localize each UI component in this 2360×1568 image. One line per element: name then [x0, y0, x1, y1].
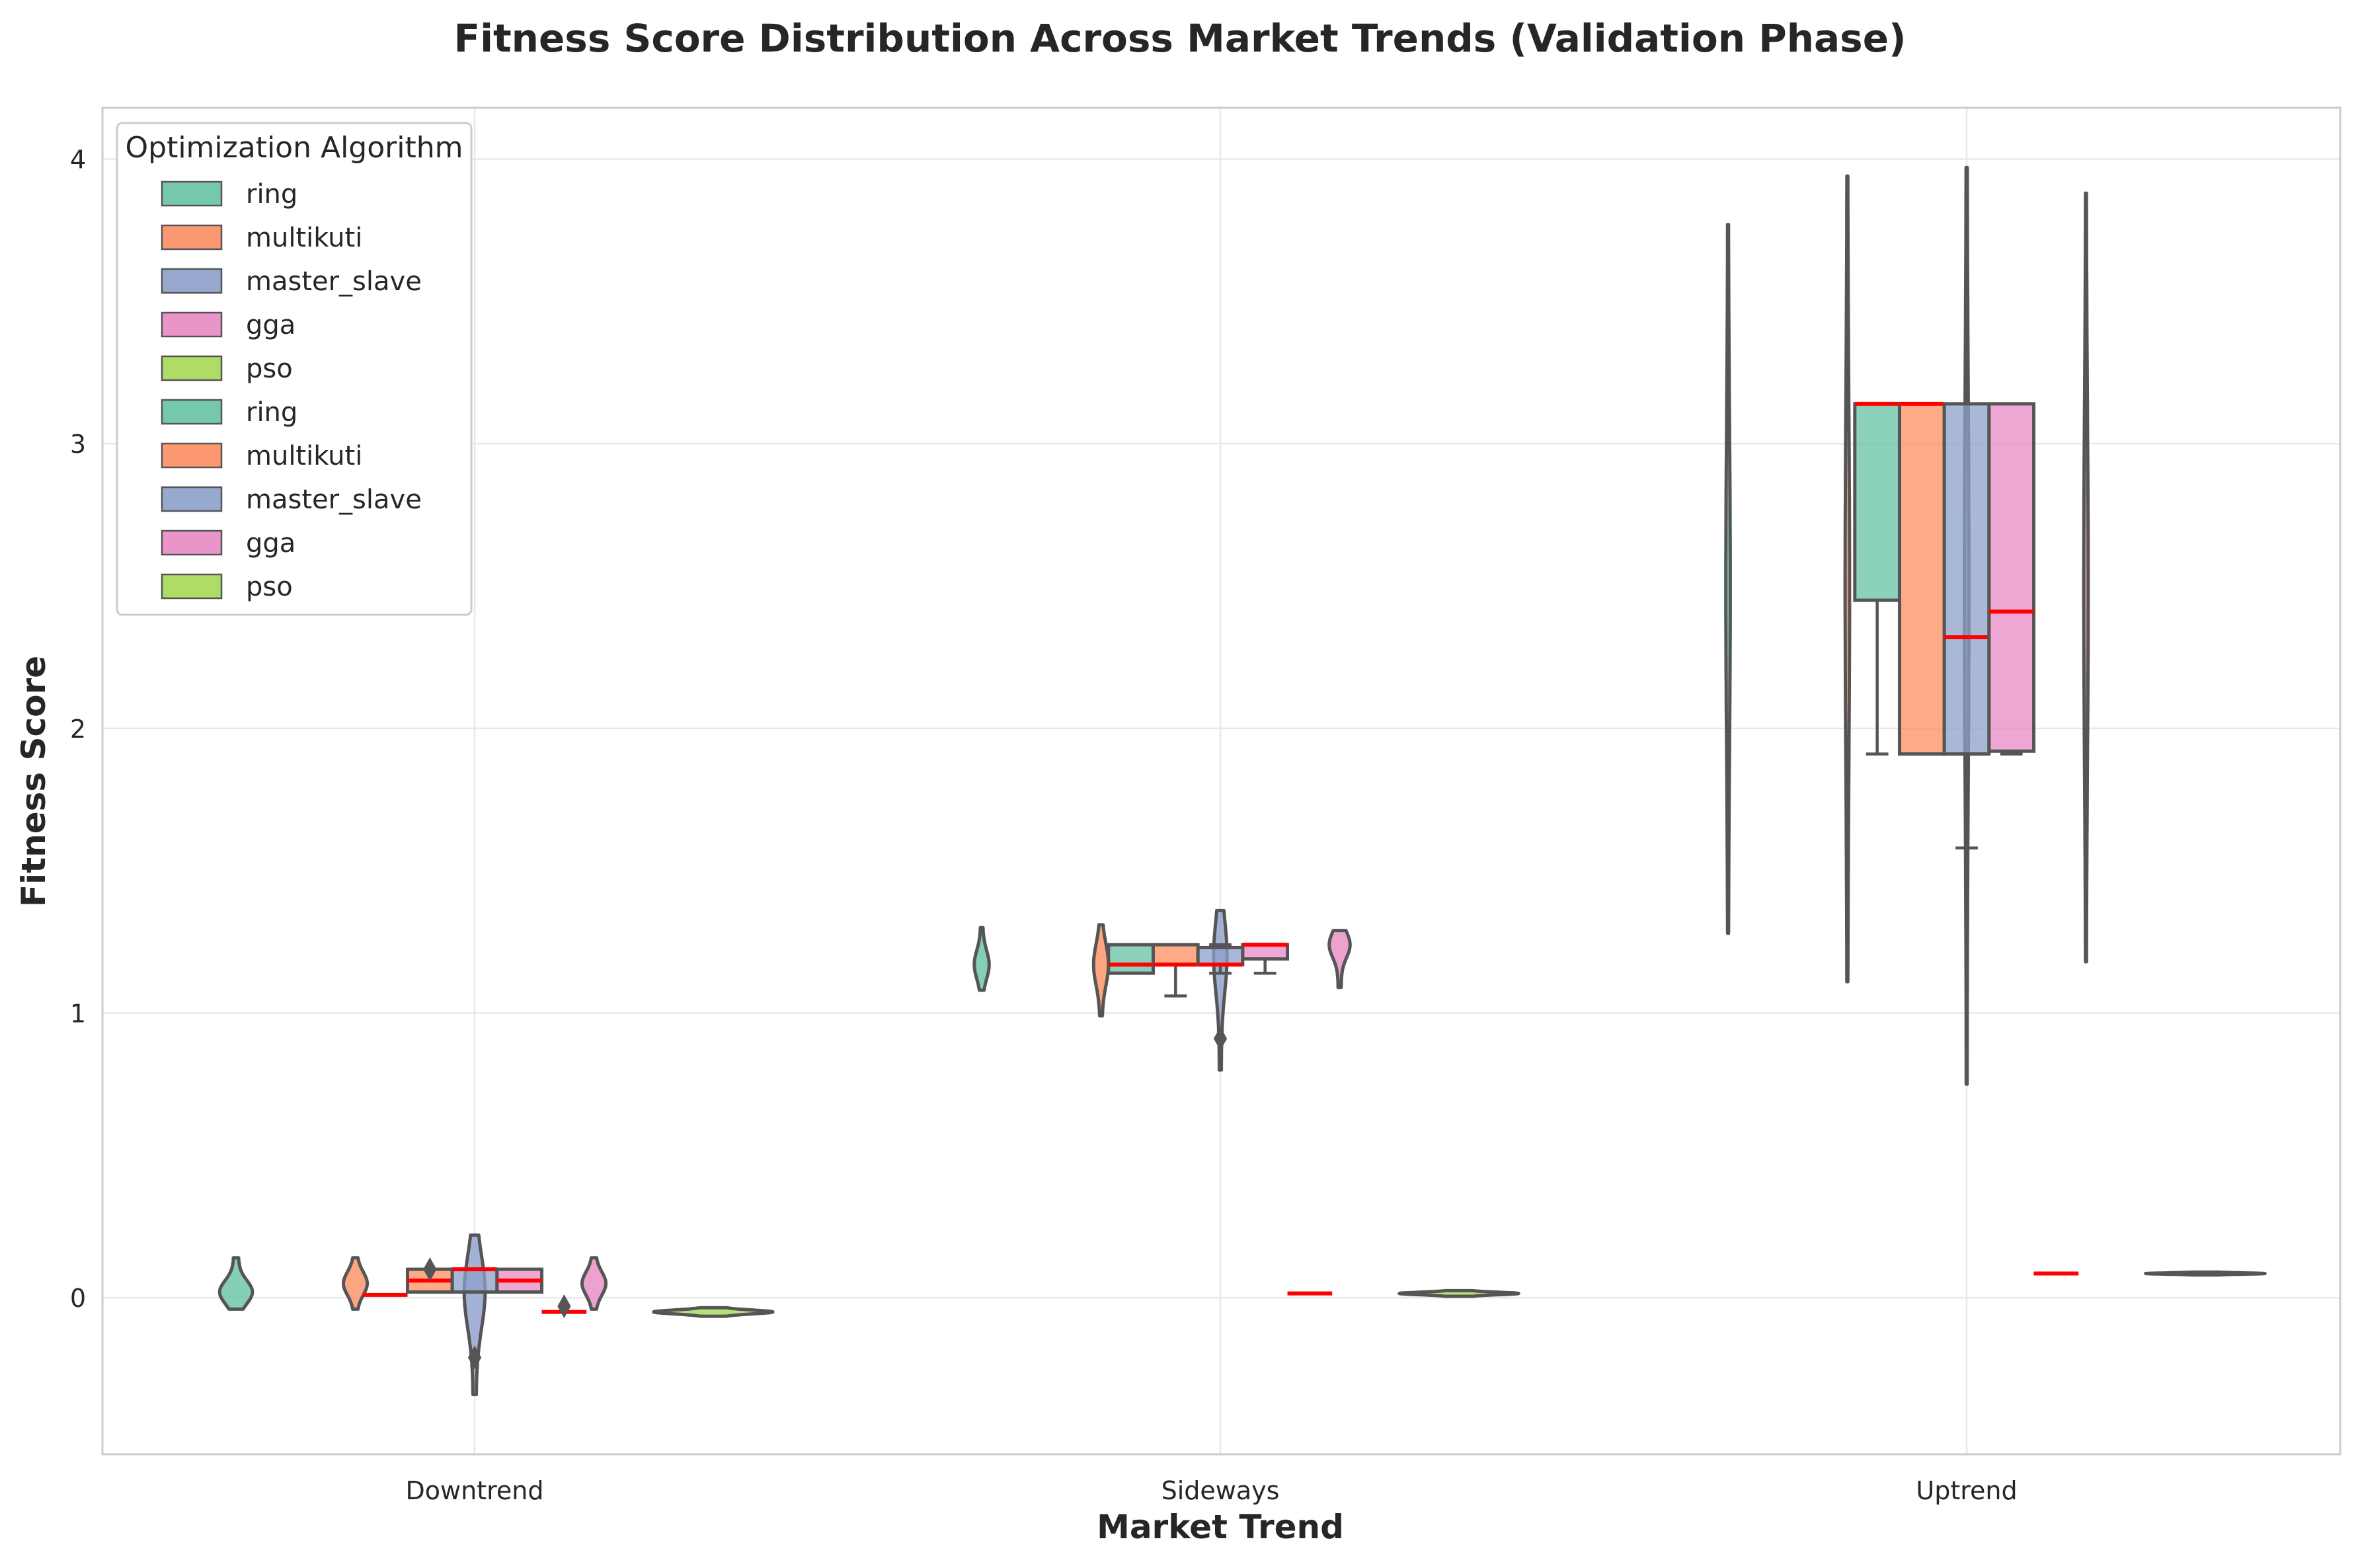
plot-frame	[101, 106, 2341, 1456]
y-tick-label: 2	[70, 715, 86, 744]
legend-entry-label: gga	[246, 528, 295, 559]
box-master_slave	[1196, 945, 1245, 966]
legend-swatch-ring	[161, 399, 223, 425]
y-axis-label: Fitness Score	[15, 656, 53, 907]
legend-entry-label: multikuti	[246, 441, 362, 471]
outlier-point-pso	[557, 1294, 571, 1319]
box-master_slave	[450, 1267, 499, 1294]
outlier-point-master_slave	[1213, 1027, 1228, 1051]
legend-entry-label: master_slave	[246, 266, 422, 297]
outlier-point-multikuti	[423, 1257, 437, 1282]
legend-swatch-pso	[161, 573, 223, 600]
violin-pso	[652, 1306, 775, 1318]
y-tick-label: 3	[70, 430, 86, 459]
box-ring	[1853, 402, 1901, 602]
violin-ring	[972, 925, 991, 992]
legend-swatch-gga	[161, 311, 223, 338]
legend-entry-label: multikuti	[246, 223, 362, 253]
box-gga	[1987, 402, 2036, 753]
chart-title: Fitness Score Distribution Across Market…	[453, 16, 1906, 61]
violin-multikuti	[1843, 174, 1852, 984]
violin-multikuti	[342, 1256, 370, 1311]
legend-entry-label: master_slave	[246, 485, 422, 515]
y-tick-label: 4	[70, 145, 86, 175]
x-tick-label: Uptrend	[1916, 1476, 2017, 1505]
x-tick-label: Sideways	[1161, 1476, 1280, 1505]
violin-ring	[1724, 223, 1732, 935]
legend-entry-label: ring	[246, 179, 297, 210]
box-master_slave	[1942, 402, 1991, 756]
legend-swatch-ring	[161, 180, 223, 207]
violin-pso	[2144, 1270, 2267, 1277]
box-ring	[1107, 943, 1155, 975]
legend-swatch-master_slave	[161, 486, 223, 512]
violin-gga	[2082, 191, 2090, 964]
legend-entry-label: pso	[246, 572, 293, 602]
legend-swatch-master_slave	[161, 268, 223, 294]
violin-multikuti	[1091, 923, 1111, 1018]
legend-swatch-multikuti	[161, 224, 223, 251]
legend-entry-label: gga	[246, 310, 295, 340]
y-tick-label: 0	[70, 1284, 86, 1313]
legend-swatch-pso	[161, 355, 223, 381]
violin-gga	[1327, 929, 1352, 990]
violin-pso	[1397, 1288, 1520, 1298]
legend-title: Optimization Algorithm	[126, 131, 463, 165]
box-gga	[1241, 943, 1290, 961]
box-multikuti	[1151, 943, 1200, 966]
y-tick-label: 1	[70, 999, 86, 1028]
violin-gga	[580, 1256, 608, 1311]
x-axis-label: Market Trend	[1097, 1508, 1344, 1546]
violin-ring	[217, 1256, 255, 1311]
legend: Optimization Algorithm ring multikuti mast…	[116, 122, 473, 616]
legend-swatch-multikuti	[161, 442, 223, 469]
legend-swatch-gga	[161, 529, 223, 556]
x-tick-label: Downtrend	[406, 1476, 544, 1505]
legend-entry-label: pso	[246, 354, 293, 384]
outlier-point-master_slave	[467, 1345, 482, 1370]
legend-entry-label: ring	[246, 397, 297, 428]
box-multikuti	[1897, 402, 1946, 756]
